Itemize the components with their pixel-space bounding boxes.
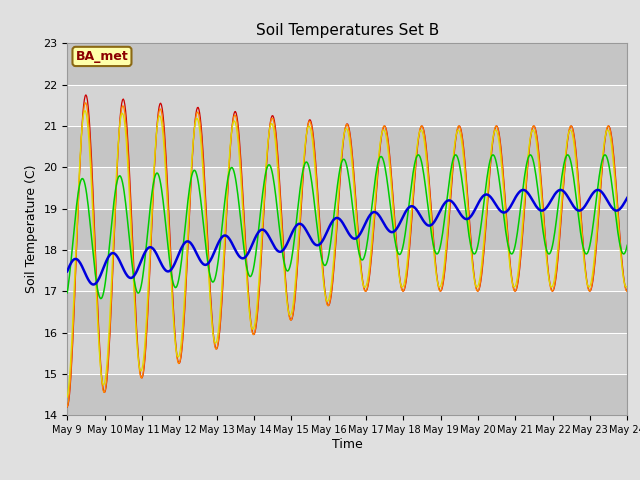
- Bar: [67, 126, 627, 167]
- Bar: [67, 291, 627, 333]
- Bar: [67, 208, 627, 250]
- Title: Soil Temperatures Set B: Soil Temperatures Set B: [255, 23, 439, 38]
- Bar: [67, 43, 627, 84]
- X-axis label: Time: Time: [332, 438, 363, 451]
- Y-axis label: Soil Temperature (C): Soil Temperature (C): [25, 165, 38, 293]
- Legend: -2cm, -4cm, -8cm, -16cm, -32cm: -2cm, -4cm, -8cm, -16cm, -32cm: [137, 479, 557, 480]
- Text: BA_met: BA_met: [76, 50, 129, 63]
- Bar: [67, 374, 627, 415]
